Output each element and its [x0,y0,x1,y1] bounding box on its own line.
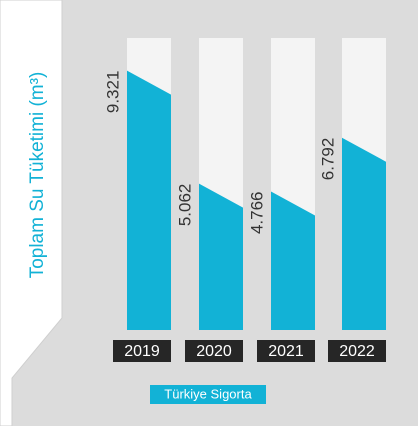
title-panel [0,0,63,426]
legend-label: Türkiye Sigorta [164,386,252,401]
x-tick-label: 2021 [268,343,304,360]
x-tick-label: 2020 [196,343,232,360]
value-label: 4.766 [247,191,266,234]
value-label: 5.062 [175,184,194,227]
chart-title: Toplam Su Tüketimi (m³) [27,72,48,279]
year-box [257,340,315,362]
year-box [328,340,386,362]
value-label: 9.321 [103,71,122,114]
value-label: 6.792 [318,138,337,181]
bar [199,183,243,330]
bar [342,137,386,330]
bar [127,70,171,330]
bar [271,191,315,330]
legend-box [150,385,266,404]
year-box [113,340,171,362]
year-box [185,340,243,362]
x-tick-label: 2019 [124,343,160,360]
x-tick-label: 2022 [339,343,375,360]
